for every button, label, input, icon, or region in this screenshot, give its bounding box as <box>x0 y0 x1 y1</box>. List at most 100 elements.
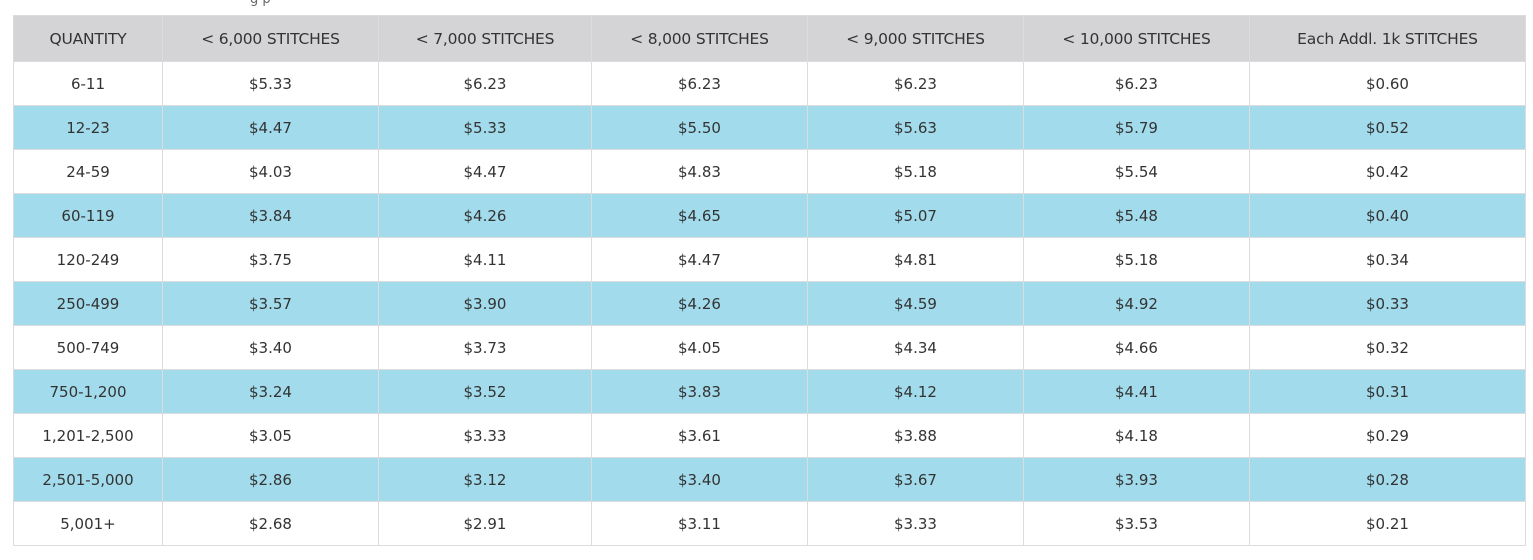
cell-price-9000: $3.88 <box>807 413 1024 458</box>
table-row: 5,001+ $2.68 $2.91 $3.11 $3.33 $3.53 $0.21 <box>13 501 1526 546</box>
cell-price-10000: $5.54 <box>1023 149 1250 194</box>
cell-price-6000: $4.47 <box>162 105 379 150</box>
header-9000-stitches: < 9,000 STITCHES <box>807 15 1024 62</box>
cell-price-9000: $4.12 <box>807 369 1024 414</box>
cell-price-7000: $5.33 <box>378 105 592 150</box>
cell-price-10000: $6.23 <box>1023 61 1250 106</box>
table-body: 6-11 $5.33 $6.23 $6.23 $6.23 $6.23 $0.60 12-23 $… <box>13 61 1526 546</box>
cell-price-7000: $4.47 <box>378 149 592 194</box>
table-row: 250-499 $3.57 $3.90 $4.26 $4.59 $4.92 $0.33 <box>13 281 1526 326</box>
cell-price-6000: $3.24 <box>162 369 379 414</box>
header-7000-stitches: < 7,000 STITCHES <box>378 15 592 62</box>
cell-price-10000: $4.66 <box>1023 325 1250 370</box>
cell-price-6000: $2.86 <box>162 457 379 502</box>
header-6000-stitches: < 6,000 STITCHES <box>162 15 379 62</box>
cell-price-7000: $3.90 <box>378 281 592 326</box>
cell-quantity: 120-249 <box>13 237 163 282</box>
cell-quantity: 12-23 <box>13 105 163 150</box>
cell-price-10000: $4.92 <box>1023 281 1250 326</box>
cell-quantity: 5,001+ <box>13 501 163 546</box>
cell-price-6000: $3.40 <box>162 325 379 370</box>
cell-quantity: 24-59 <box>13 149 163 194</box>
cell-price-8000: $5.50 <box>591 105 808 150</box>
cell-price-addl-1k: $0.21 <box>1249 501 1526 546</box>
cell-price-7000: $3.52 <box>378 369 592 414</box>
cell-price-9000: $3.67 <box>807 457 1024 502</box>
cell-price-9000: $3.33 <box>807 501 1024 546</box>
cell-price-10000: $4.18 <box>1023 413 1250 458</box>
cell-price-10000: $5.79 <box>1023 105 1250 150</box>
cell-quantity: 500-749 <box>13 325 163 370</box>
cell-price-8000: $4.83 <box>591 149 808 194</box>
cell-price-7000: $2.91 <box>378 501 592 546</box>
cell-quantity: 2,501-5,000 <box>13 457 163 502</box>
cell-price-6000: $3.57 <box>162 281 379 326</box>
cell-price-6000: $3.05 <box>162 413 379 458</box>
cell-price-9000: $6.23 <box>807 61 1024 106</box>
cell-price-addl-1k: $0.34 <box>1249 237 1526 282</box>
cell-quantity: 6-11 <box>13 61 163 106</box>
header-quantity: QUANTITY <box>13 15 163 62</box>
cell-price-addl-1k: $0.52 <box>1249 105 1526 150</box>
cell-price-6000: $2.68 <box>162 501 379 546</box>
cell-price-6000: $4.03 <box>162 149 379 194</box>
cell-price-6000: $3.84 <box>162 193 379 238</box>
cell-quantity: 750-1,200 <box>13 369 163 414</box>
cell-price-8000: $3.61 <box>591 413 808 458</box>
cell-price-10000: $5.48 <box>1023 193 1250 238</box>
header-each-additional-1k: Each Addl. 1k STITCHES <box>1249 15 1526 62</box>
cell-price-7000: $4.11 <box>378 237 592 282</box>
cell-price-10000: $3.93 <box>1023 457 1250 502</box>
cell-price-8000: $4.05 <box>591 325 808 370</box>
cell-price-addl-1k: $0.33 <box>1249 281 1526 326</box>
header-10000-stitches: < 10,000 STITCHES <box>1023 15 1250 62</box>
clipped-text-fragment: g p <box>250 0 310 6</box>
cell-price-8000: $3.40 <box>591 457 808 502</box>
table-row: 60-119 $3.84 $4.26 $4.65 $5.07 $5.48 $0.40 <box>13 193 1526 238</box>
cell-price-10000: $4.41 <box>1023 369 1250 414</box>
cell-price-addl-1k: $0.32 <box>1249 325 1526 370</box>
table-row: 1,201-2,500 $3.05 $3.33 $3.61 $3.88 $4.18 $0.2… <box>13 413 1526 458</box>
table-row: 12-23 $4.47 $5.33 $5.50 $5.63 $5.79 $0.52 <box>13 105 1526 150</box>
cell-price-8000: $4.26 <box>591 281 808 326</box>
cell-price-8000: $3.11 <box>591 501 808 546</box>
cell-price-9000: $4.59 <box>807 281 1024 326</box>
cell-price-addl-1k: $0.42 <box>1249 149 1526 194</box>
cell-price-7000: $3.33 <box>378 413 592 458</box>
cell-price-8000: $4.47 <box>591 237 808 282</box>
table-header: QUANTITY < 6,000 STITCHES < 7,000 STITCH… <box>13 15 1526 62</box>
pricing-table: QUANTITY < 6,000 STITCHES < 7,000 STITCH… <box>13 15 1526 546</box>
cell-price-9000: $4.34 <box>807 325 1024 370</box>
cell-price-7000: $3.73 <box>378 325 592 370</box>
table-row: 500-749 $3.40 $3.73 $4.05 $4.34 $4.66 $0.32 <box>13 325 1526 370</box>
table-row: 24-59 $4.03 $4.47 $4.83 $5.18 $5.54 $0.42 <box>13 149 1526 194</box>
cell-price-10000: $3.53 <box>1023 501 1250 546</box>
table-row: 120-249 $3.75 $4.11 $4.47 $4.81 $5.18 $0.34 <box>13 237 1526 282</box>
clipped-text: g p <box>250 0 310 6</box>
cell-price-addl-1k: $0.40 <box>1249 193 1526 238</box>
header-8000-stitches: < 8,000 STITCHES <box>591 15 808 62</box>
cell-quantity: 1,201-2,500 <box>13 413 163 458</box>
cell-price-10000: $5.18 <box>1023 237 1250 282</box>
cell-price-8000: $4.65 <box>591 193 808 238</box>
cell-price-addl-1k: $0.28 <box>1249 457 1526 502</box>
table-row: 750-1,200 $3.24 $3.52 $3.83 $4.12 $4.41 $0.31 <box>13 369 1526 414</box>
cell-price-6000: $3.75 <box>162 237 379 282</box>
cell-price-7000: $4.26 <box>378 193 592 238</box>
cell-price-6000: $5.33 <box>162 61 379 106</box>
cell-price-9000: $5.18 <box>807 149 1024 194</box>
table-row: 2,501-5,000 $2.86 $3.12 $3.40 $3.67 $3.93 $0.2… <box>13 457 1526 502</box>
cell-price-addl-1k: $0.60 <box>1249 61 1526 106</box>
cell-price-addl-1k: $0.29 <box>1249 413 1526 458</box>
cell-price-9000: $4.81 <box>807 237 1024 282</box>
cell-price-7000: $6.23 <box>378 61 592 106</box>
cell-price-9000: $5.07 <box>807 193 1024 238</box>
cell-price-9000: $5.63 <box>807 105 1024 150</box>
header-row: QUANTITY < 6,000 STITCHES < 7,000 STITCH… <box>13 15 1526 62</box>
cell-price-8000: $3.83 <box>591 369 808 414</box>
cell-quantity: 60-119 <box>13 193 163 238</box>
table-row: 6-11 $5.33 $6.23 $6.23 $6.23 $6.23 $0.60 <box>13 61 1526 106</box>
cell-quantity: 250-499 <box>13 281 163 326</box>
cell-price-addl-1k: $0.31 <box>1249 369 1526 414</box>
